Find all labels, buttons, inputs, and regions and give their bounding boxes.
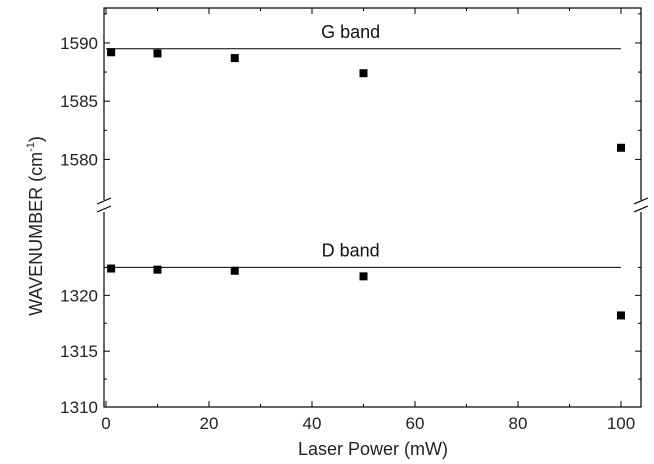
x-tick-label: 80 xyxy=(509,414,528,433)
y-axis-label: WAVENUMBER (cm-1) xyxy=(25,136,46,316)
y-tick-label: 1590 xyxy=(60,34,98,53)
x-tick-label: 100 xyxy=(607,414,635,433)
y-tick-label: 1315 xyxy=(60,342,98,361)
y-tick-label: 1585 xyxy=(60,92,98,111)
y-axis-label-main: WAVENUMBER (cm xyxy=(26,152,46,316)
d-band-label: D band xyxy=(322,240,380,260)
axis-break-gap xyxy=(638,200,644,212)
y-tick-label: 1580 xyxy=(60,150,98,169)
data-point xyxy=(230,266,239,275)
y-axis-label-unit-exponent: -1 xyxy=(25,142,37,152)
x-tick-label: 0 xyxy=(101,414,110,433)
axis-labels: Laser Power (mW) WAVENUMBER (cm-1) xyxy=(25,136,448,459)
axes: 0 20 40 60 80 100 1580 1585 1590 G band 1310 1315 13… xyxy=(60,7,649,433)
axis-break-mark xyxy=(633,205,649,213)
axis-break-mark xyxy=(96,205,112,213)
axis-break-mark xyxy=(96,197,112,205)
data-point xyxy=(359,69,368,78)
x-tick-label: 60 xyxy=(406,414,425,433)
data-point xyxy=(153,49,162,58)
y-tick-label: 1310 xyxy=(60,398,98,417)
data-point xyxy=(107,264,116,273)
axis-break-mark xyxy=(633,197,649,205)
g-band-label: G band xyxy=(321,22,380,42)
x-tick-label: 40 xyxy=(303,414,322,433)
y-axis-label-close: ) xyxy=(26,136,46,142)
data-point xyxy=(230,54,239,63)
data-points xyxy=(107,48,625,320)
data-point xyxy=(359,272,368,281)
data-point xyxy=(153,265,162,274)
y-tick-label: 1320 xyxy=(60,286,98,305)
data-point xyxy=(617,143,625,152)
axis-break-gap xyxy=(101,200,107,212)
data-point xyxy=(617,311,625,320)
data-point xyxy=(107,48,116,57)
plot-frame xyxy=(103,7,642,408)
x-axis-label: Laser Power (mW) xyxy=(298,439,448,459)
x-tick-label: 20 xyxy=(200,414,219,433)
